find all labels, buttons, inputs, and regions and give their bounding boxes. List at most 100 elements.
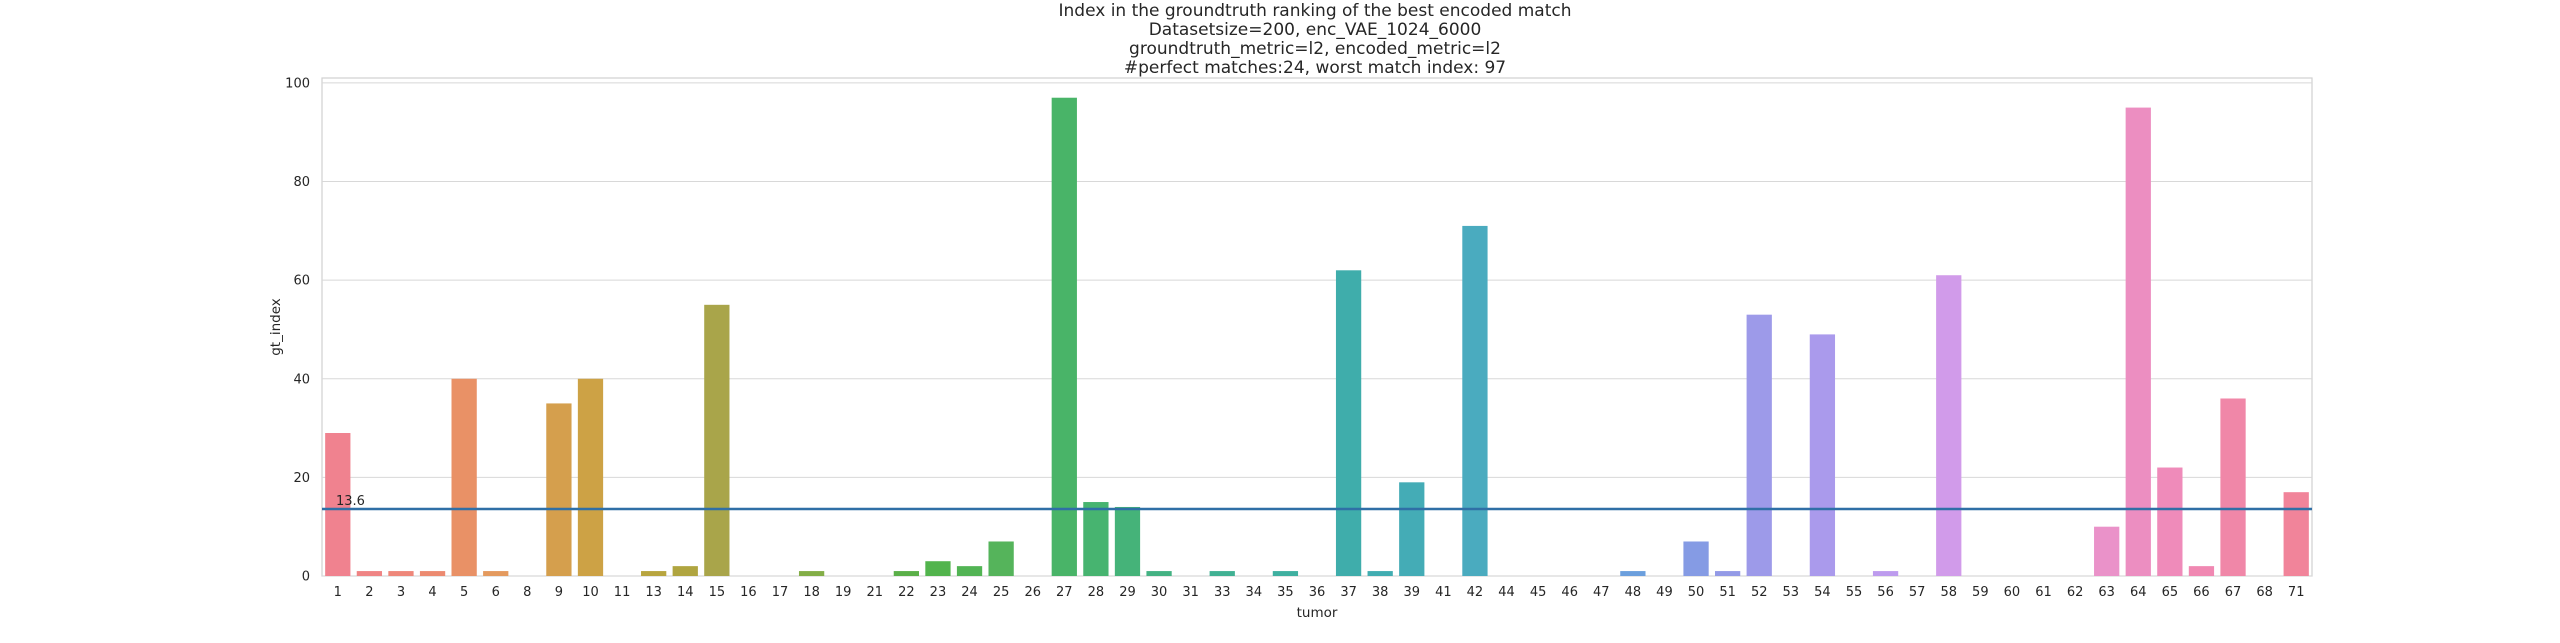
bar-tumor-33 [1209,571,1235,576]
bar-tumor-10 [577,378,604,576]
y-tick-label: 40 [293,372,310,387]
bar-tumor-48 [1620,571,1646,576]
x-tick-label: 58 [1940,585,1957,600]
bar-tumor-5 [451,378,477,576]
x-axis-label: tumor [1297,605,1338,621]
x-tick-label: 31 [1182,585,1199,600]
bar-tumor-42 [1462,225,1488,577]
x-tick-label: 51 [1719,585,1736,600]
x-tick-label: 26 [1024,585,1041,600]
x-tick-label: 22 [898,585,915,600]
bar-tumor-24 [956,566,983,576]
x-tick-label: 9 [555,585,563,600]
bar-tumor-54 [1809,334,1836,576]
x-tick-label: 3 [397,585,405,600]
x-tick-label: 66 [2193,585,2210,600]
x-tick-label: 63 [2098,585,2115,600]
bar-tumor-65 [2157,467,2183,576]
y-tick-label: 80 [293,175,310,190]
x-tick-label: 28 [1088,585,1105,600]
bar-tumor-71 [2283,492,2309,576]
y-tick-label: 60 [293,274,310,289]
x-tick-label: 55 [1846,585,1863,600]
x-tick-label: 38 [1372,585,1389,600]
x-tick-label: 60 [2004,585,2021,600]
x-tick-label: 48 [1625,585,1642,600]
bar-tumor-4 [419,571,446,576]
bar-tumor-51 [1715,571,1741,576]
x-tick-label: 39 [1403,585,1420,600]
x-tick-label: 44 [1498,585,1515,600]
y-tick-label: 100 [285,76,310,91]
x-tick-label: 4 [428,585,436,600]
x-tick-label: 21 [867,585,884,600]
bar-tumor-14 [672,566,698,576]
bar-tumor-64 [2125,107,2151,576]
bar-tumor-58 [1936,275,1962,576]
bar-tumor-56 [1872,571,1899,576]
x-tick-label: 11 [614,585,631,600]
x-tick-label: 62 [2067,585,2084,600]
y-axis-label: gt_index [268,298,284,356]
grid-lines [322,82,2312,577]
bar-tumor-13 [641,571,667,576]
x-tick-label: 68 [2256,585,2273,600]
x-tick-label: 18 [803,585,820,600]
bar-tumor-2 [356,571,383,576]
bar-tumor-52 [1746,314,1772,576]
bar-tumor-28 [1083,502,1109,576]
x-tick-label: 30 [1151,585,1168,600]
bar-tumor-50 [1683,541,1709,576]
x-tick-label: 52 [1751,585,1768,600]
x-tick-label: 33 [1214,585,1231,600]
bar-tumor-30 [1146,571,1172,576]
title-line-2: Datasetsize=200, enc_VAE_1024_6000 [1149,20,1482,40]
bar-tumor-67 [2220,398,2246,576]
bar-tumor-9 [546,403,572,576]
x-tick-label: 56 [1877,585,1894,600]
mean-line-label: 13.6 [336,494,365,509]
x-tick-label: 13 [645,585,662,600]
x-tick-label: 57 [1909,585,1926,600]
x-tick-label: 47 [1593,585,1610,600]
bar-tumor-3 [388,571,414,576]
bars [325,97,2309,577]
x-tick-label: 36 [1309,585,1326,600]
bar-tumor-63 [2094,526,2120,576]
x-tick-label: 14 [677,585,694,600]
bar-tumor-35 [1272,571,1299,576]
bar-tumor-38 [1367,571,1393,576]
bar-tumor-29 [1114,506,1141,576]
y-tick-labels: 0 20 40 60 80 100 [285,76,310,584]
x-tick-label: 25 [993,585,1010,600]
x-tick-label: 1 [334,585,342,600]
x-tick-label: 19 [835,585,852,600]
x-tick-label: 42 [1467,585,1484,600]
x-tick-label: 45 [1530,585,1547,600]
bar-tumor-22 [893,571,919,576]
bar-tumor-23 [925,561,951,576]
x-tick-label: 61 [2035,585,2052,600]
bar-tumor-66 [2188,566,2215,576]
x-tick-label: 54 [1814,585,1831,600]
y-tick-label: 20 [293,471,310,486]
x-tick-label: 24 [961,585,978,600]
x-tick-label: 64 [2130,585,2147,600]
x-tick-label: 16 [740,585,757,600]
title-line-3: groundtruth_metric=l2, encoded_metric=l2 [1129,39,1501,59]
y-tick-label: 0 [302,570,310,585]
x-tick-label: 65 [2162,585,2179,600]
plot-area [321,77,2313,577]
bar-tumor-6 [483,571,509,576]
x-tick-label: 23 [930,585,947,600]
bar-tumor-25 [988,541,1014,576]
x-tick-label: 34 [1246,585,1263,600]
x-tick-label: 71 [2288,585,2305,600]
bar-tumor-1 [325,433,351,576]
x-tick-label: 49 [1656,585,1673,600]
x-tick-label: 29 [1119,585,1136,600]
x-tick-label: 10 [582,585,599,600]
bar-tumor-27 [1051,97,1077,576]
x-tick-label: 59 [1972,585,1989,600]
